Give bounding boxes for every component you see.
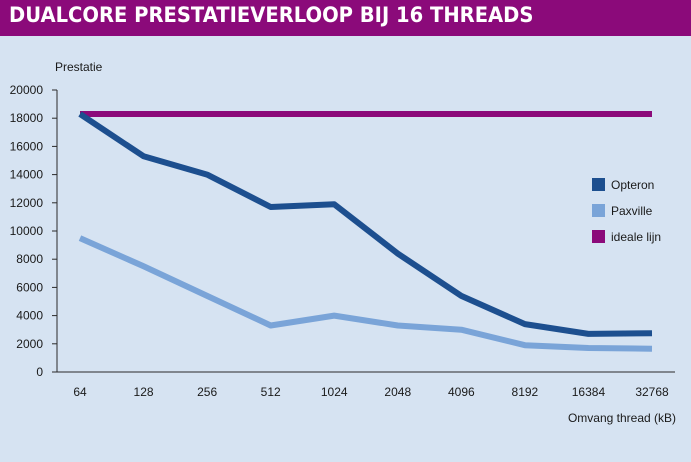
y-tick-label: 20000	[10, 83, 44, 97]
legend-label: Opteron	[611, 178, 654, 192]
y-tick-label: 14000	[10, 168, 44, 182]
x-tick-label: 2048	[384, 385, 411, 399]
x-tick-label: 64	[73, 385, 87, 399]
x-tick-label: 16384	[572, 385, 606, 399]
y-tick-label: 12000	[10, 196, 44, 210]
line-chart: Prestatie Omvang thread (kB) 0 2000 4000 60…	[10, 60, 676, 425]
legend-label: ideale lijn	[611, 230, 661, 244]
legend-label: Paxville	[611, 204, 653, 218]
x-tick-label: 4096	[448, 385, 475, 399]
y-tick-label: 16000	[10, 139, 44, 153]
series-line-paxville	[78, 235, 653, 352]
y-ticks: 0 2000 4000 6000 8000 10000 12000 14000 16000 180…	[10, 83, 57, 379]
title-bar: DUALCORE PRESTATIEVERLOOP BIJ 16 THREADS	[0, 0, 691, 36]
x-tick-label: 8192	[512, 385, 539, 399]
x-tick-label: 256	[197, 385, 217, 399]
y-tick-label: 4000	[16, 309, 43, 323]
x-tick-label: 1024	[321, 385, 348, 399]
x-ticks: 64 128 256 512 1024 2048 4096 8192 16384 32768	[73, 385, 669, 399]
series-line-opteron	[78, 111, 653, 337]
x-tick-label: 32768	[635, 385, 669, 399]
y-tick-label: 0	[36, 365, 43, 379]
legend-swatch	[592, 204, 605, 217]
legend-swatch	[592, 230, 605, 243]
legend: Opteron Paxville ideale lijn	[592, 178, 661, 244]
y-tick-label: 10000	[10, 224, 44, 238]
series-lines	[78, 111, 653, 352]
x-tick-label: 512	[261, 385, 281, 399]
legend-swatch	[592, 178, 605, 191]
y-tick-label: 6000	[16, 280, 43, 294]
chart-title: DUALCORE PRESTATIEVERLOOP BIJ 16 THREADS	[9, 3, 534, 27]
x-axis-label: Omvang thread (kB)	[568, 411, 676, 425]
y-tick-label: 8000	[16, 252, 43, 266]
y-tick-label: 2000	[16, 337, 43, 351]
y-tick-label: 18000	[10, 111, 44, 125]
y-axis-label: Prestatie	[55, 60, 103, 74]
x-tick-label: 128	[134, 385, 154, 399]
